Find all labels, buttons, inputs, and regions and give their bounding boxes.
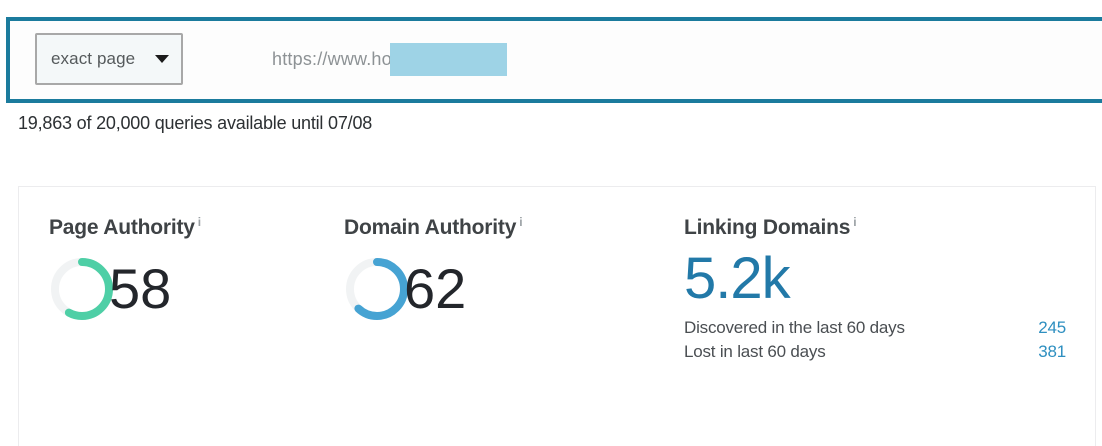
search-url-input[interactable]: https://www.ho [272,33,1096,85]
metric-linking-domains: Linking Domains i 5.2k Discovered in the … [684,215,1066,364]
metric-linking-domains-title-text: Linking Domains [684,216,851,239]
search-bar: exact page https://www.ho [6,17,1102,103]
metric-domain-authority: Domain Authority i 62 [344,215,523,328]
chevron-down-icon [155,55,169,63]
info-icon[interactable]: i [853,215,857,229]
metric-domain-authority-title: Domain Authority i [344,215,523,240]
stat-value-discovered[interactable]: 245 [1038,318,1066,337]
page-authority-donut-icon [51,258,113,320]
info-icon[interactable]: i [197,215,201,229]
query-quota-text: 19,863 of 20,000 queries available until… [18,113,373,133]
search-bar-inner: exact page https://www.ho [10,21,1102,99]
domain-authority-donut-icon [346,258,408,320]
metric-page-authority-title-text: Page Authority [49,216,195,239]
stat-label-discovered: Discovered in the last 60 days [684,318,905,337]
linking-domains-stats-table: Discovered in the last 60 days 245 Lost … [684,316,1066,364]
stat-label-lost: Lost in last 60 days [684,342,826,361]
search-url-value: https://www.ho [272,48,392,69]
metric-page-authority-title: Page Authority i [49,215,201,240]
metric-linking-domains-title: Linking Domains i [684,215,1066,240]
search-scope-label: exact page [51,49,136,68]
table-row: Lost in last 60 days 381 [684,340,1066,364]
metric-page-authority: Page Authority i 58 [49,215,201,328]
table-row: Discovered in the last 60 days 245 [684,316,1066,340]
metric-domain-authority-gauge-row: 62 [344,250,522,328]
metrics-card: Page Authority i 58 Domain Authority i 62 … [18,186,1096,446]
search-scope-dropdown[interactable]: exact page [35,33,183,85]
metric-page-authority-value: 58 [109,257,172,320]
stat-value-lost[interactable]: 381 [1038,342,1066,361]
metric-linking-domains-value: 5.2k [684,246,791,311]
metric-domain-authority-value: 62 [404,257,467,320]
metric-domain-authority-title-text: Domain Authority [344,216,517,239]
metric-page-authority-gauge-row: 58 [49,250,201,328]
url-redaction-block [389,42,507,76]
info-icon[interactable]: i [519,215,523,229]
